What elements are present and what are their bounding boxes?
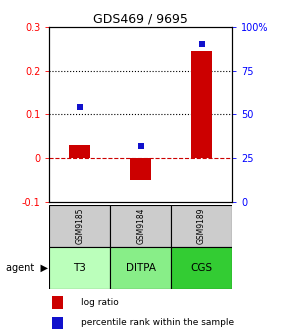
Text: percentile rank within the sample: percentile rank within the sample <box>81 319 234 328</box>
Bar <box>130 158 151 180</box>
Bar <box>49 247 110 289</box>
Bar <box>52 296 63 309</box>
Text: log ratio: log ratio <box>81 298 118 307</box>
Text: GSM9185: GSM9185 <box>75 208 84 244</box>
Bar <box>49 205 110 247</box>
Text: DITPA: DITPA <box>126 263 156 273</box>
Bar <box>110 205 171 247</box>
Text: GSM9184: GSM9184 <box>136 208 145 244</box>
Bar <box>191 51 212 158</box>
Point <box>199 42 204 47</box>
Text: T3: T3 <box>73 263 86 273</box>
Title: GDS469 / 9695: GDS469 / 9695 <box>93 13 188 26</box>
Text: GSM9189: GSM9189 <box>197 208 206 244</box>
Bar <box>110 247 171 289</box>
Bar <box>171 205 232 247</box>
Bar <box>52 317 63 329</box>
Bar <box>171 247 232 289</box>
Point <box>77 104 82 110</box>
Text: agent  ▶: agent ▶ <box>6 263 48 273</box>
Point <box>138 143 143 149</box>
Bar <box>69 145 90 158</box>
Text: CGS: CGS <box>191 263 213 273</box>
